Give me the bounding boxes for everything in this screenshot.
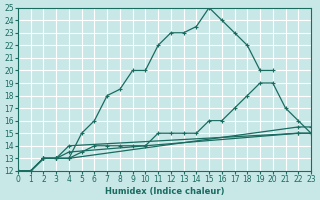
X-axis label: Humidex (Indice chaleur): Humidex (Indice chaleur): [105, 187, 224, 196]
